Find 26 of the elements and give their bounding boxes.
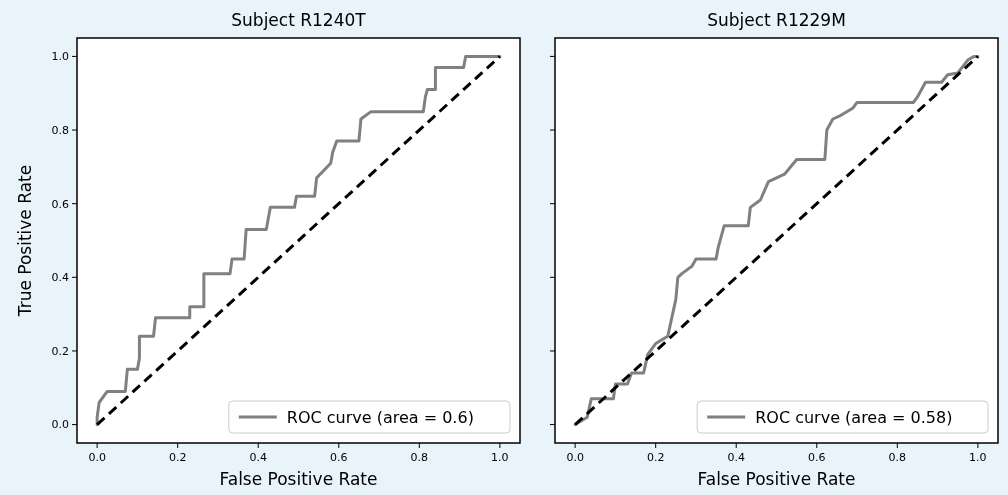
x-tick-label: 1.0 [491, 451, 509, 464]
x-tick-label: 0.4 [727, 451, 745, 464]
y-axis-title: True Positive Rate [15, 164, 35, 318]
x-tick-label: 0.6 [808, 451, 826, 464]
y-tick-label: 1.0 [51, 50, 69, 64]
x-tick-label: 0.2 [646, 451, 665, 464]
x-axis-title: False Positive Rate [697, 469, 856, 489]
y-tick-label: 0.0 [51, 418, 69, 432]
legend-label: ROC curve (area = 0.58) [755, 407, 953, 427]
x-axis-title: False Positive Rate [219, 469, 378, 489]
x-tick-label: 0.8 [888, 451, 907, 464]
x-tick-label: 0.0 [566, 451, 584, 464]
x-tick-label: 1.0 [969, 451, 987, 464]
x-tick-label: 0.2 [168, 451, 187, 464]
legend-label: ROC curve (area = 0.6) [286, 407, 474, 427]
x-tick-label: 0.4 [249, 451, 267, 464]
line-series [95, 54, 502, 427]
chart-title: Subject R1229M [707, 10, 846, 30]
x-tick-label: 0.8 [410, 451, 429, 464]
chart-title: Subject R1240T [231, 10, 367, 30]
y-tick-label: 0.2 [51, 344, 69, 358]
x-tick-label: 0.6 [330, 451, 348, 464]
x-tick-label: 0.0 [88, 451, 106, 464]
y-tick-label: 0.6 [51, 197, 69, 211]
y-tick-label: 0.8 [51, 123, 69, 137]
y-tick-label: 0.4 [51, 271, 69, 285]
